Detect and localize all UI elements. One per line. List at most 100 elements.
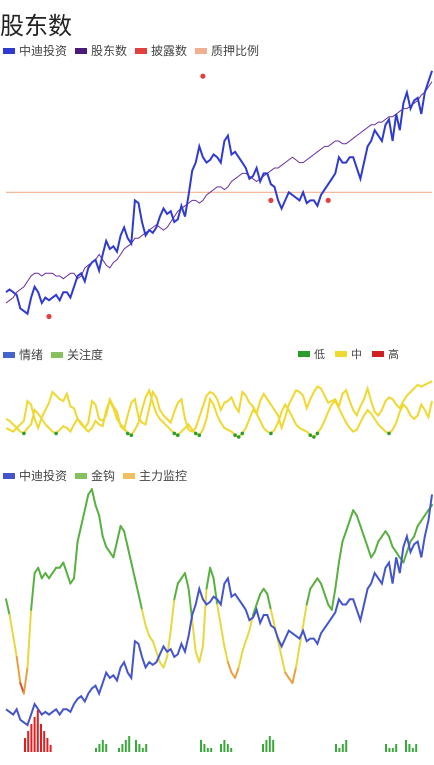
gold-hook-segment <box>112 540 118 559</box>
volume-bar-green <box>345 740 348 752</box>
legend-label: 金钩 <box>91 469 116 483</box>
volume-bar-green <box>411 748 414 752</box>
volume-bar-green <box>98 744 101 752</box>
legend-swatch <box>75 472 88 479</box>
volume-bar-green <box>223 740 226 752</box>
legend-item-gold-hook[interactable]: 金钩 <box>75 467 115 484</box>
gold-hook-segment <box>323 593 330 606</box>
disclose-point <box>200 73 206 79</box>
legend-item-main-force[interactable]: 主力监控 <box>123 467 187 484</box>
legend-label: 中迪投资 <box>19 44 68 58</box>
volume-bar-green <box>135 740 137 752</box>
volume-bar-green <box>121 744 124 752</box>
gold-hook-segment <box>388 535 394 548</box>
legend-swatch <box>123 472 136 479</box>
low-level-marker <box>233 433 237 437</box>
gold-hook-segment <box>176 577 183 585</box>
gold-hook-segment <box>73 540 79 580</box>
legend-label: 低 <box>314 349 325 361</box>
legend-label: 中迪投资 <box>19 469 68 483</box>
volume-bar-green <box>341 744 344 752</box>
legend-item-low[interactable]: 低 <box>298 346 325 362</box>
volume-bar-green <box>200 740 202 752</box>
gold-hook-segment <box>162 655 169 669</box>
volume-bar-green <box>124 740 127 752</box>
legend-label: 关注度 <box>67 348 104 362</box>
legend-label: 主力监控 <box>139 469 188 483</box>
gold-hook-segment <box>12 635 18 658</box>
gold-hook-segment <box>255 593 262 606</box>
low-level-marker <box>312 435 316 439</box>
gold-hook-segment <box>141 608 147 627</box>
volume-bar-green <box>405 740 407 752</box>
low-level-marker <box>22 431 26 436</box>
low-level-marker <box>176 433 180 437</box>
gold-hook-segment <box>101 535 108 548</box>
gold-hook-segment <box>80 509 86 527</box>
gold-hook-segment <box>169 598 176 632</box>
gold-hook-segment <box>48 572 54 580</box>
volume-bar-green <box>226 744 229 752</box>
volume-bar-green <box>265 740 268 752</box>
gold-hook-segment <box>22 666 29 695</box>
volume-bar-red <box>24 738 26 752</box>
legend-item-mid[interactable]: 中 <box>335 346 362 362</box>
volume-bar-green <box>415 744 418 752</box>
legend-item-attention[interactable]: 关注度 <box>51 346 103 363</box>
gold-hook-segment <box>144 624 151 637</box>
gold-hook-segment <box>377 535 383 543</box>
volume-bar-green <box>395 744 398 752</box>
low-level-marker <box>236 435 241 439</box>
legend-swatch <box>3 472 15 479</box>
legend-item-price[interactable]: 中迪投资 <box>3 42 67 59</box>
volume-bar-red <box>33 717 36 752</box>
gold-hook-segment <box>65 572 72 585</box>
gold-hook-segment <box>277 640 283 658</box>
legend-swatch <box>195 47 208 54</box>
volume-bar-green <box>391 748 394 752</box>
gold-hook-segment <box>123 530 129 548</box>
gold-hook-chart <box>5 488 433 752</box>
gold-hook-segment <box>341 530 348 543</box>
legend-item-pledge[interactable]: 质押比例 <box>195 42 259 59</box>
low-level-marker <box>193 431 198 436</box>
gold-hook-segment <box>205 566 212 590</box>
gold-hook-segment <box>237 650 244 669</box>
legend-item-holders[interactable]: 股东数 <box>75 42 127 59</box>
legend-item-price-2[interactable]: 中迪投资 <box>3 467 67 484</box>
gold-hook-segment <box>269 608 276 627</box>
disclose-point <box>46 313 52 320</box>
legend-item-disclose[interactable]: 披露数 <box>135 42 187 59</box>
legend-item-sentiment[interactable]: 情绪 <box>3 346 43 363</box>
volume-bar-green <box>118 748 120 752</box>
gold-hook-segment <box>291 666 297 685</box>
gold-hook-segment <box>90 488 97 506</box>
legend-item-high[interactable]: 高 <box>372 346 399 362</box>
gold-hook-segment <box>395 551 401 559</box>
volume-bar-green <box>220 744 222 752</box>
volume-bar-red <box>49 745 52 752</box>
low-level-marker <box>315 431 320 436</box>
volume-bar-green <box>105 744 108 752</box>
gold-hook-segment <box>191 619 197 653</box>
level-legend: 低 中 高 <box>298 346 399 362</box>
gold-hook-segment <box>37 566 43 580</box>
gold-hook-segment <box>241 640 247 653</box>
legend-label: 中 <box>351 349 362 361</box>
series-sentiment-line <box>5 380 433 433</box>
gold-hook-segment <box>119 524 126 533</box>
gold-hook-segment <box>98 514 104 538</box>
gold-hook-segment <box>30 572 36 611</box>
legend-swatch <box>298 351 310 357</box>
gold-hook-segment <box>201 587 208 648</box>
low-level-marker <box>308 433 313 437</box>
gold-hook-segment <box>209 566 215 580</box>
gold-hook-segment <box>51 566 58 575</box>
gold-hook-segment <box>219 624 226 648</box>
legend-swatch <box>3 47 15 54</box>
gold-hook-segment <box>370 551 376 559</box>
legend-swatch <box>135 47 148 54</box>
disclose-point <box>268 197 274 203</box>
gold-hook-segment <box>234 666 240 679</box>
gold-hook-segment <box>295 645 301 669</box>
